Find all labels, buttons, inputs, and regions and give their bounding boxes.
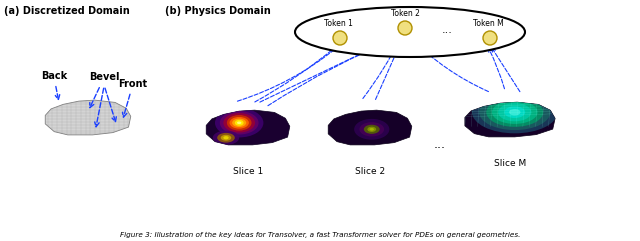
Circle shape: [483, 31, 497, 45]
Ellipse shape: [486, 98, 543, 127]
Text: Figure 3: Illustration of the key ideas for Transolver, a fast Transformer solve: Figure 3: Illustration of the key ideas …: [120, 232, 520, 238]
Polygon shape: [45, 100, 131, 135]
Ellipse shape: [509, 109, 520, 115]
Ellipse shape: [367, 127, 376, 132]
Ellipse shape: [472, 91, 557, 133]
Text: Token 1: Token 1: [324, 19, 353, 28]
Ellipse shape: [223, 113, 255, 133]
Text: Bevel: Bevel: [89, 72, 120, 107]
Ellipse shape: [237, 121, 241, 124]
Text: ...: ...: [442, 25, 453, 35]
Ellipse shape: [215, 108, 264, 137]
Text: Slice 2: Slice 2: [355, 167, 385, 176]
Ellipse shape: [220, 111, 259, 134]
Ellipse shape: [504, 106, 525, 118]
Text: Slice M: Slice M: [494, 159, 526, 168]
Polygon shape: [328, 110, 412, 145]
Text: Front: Front: [118, 79, 148, 117]
Ellipse shape: [354, 119, 389, 140]
Ellipse shape: [212, 131, 239, 145]
Circle shape: [333, 31, 347, 45]
Text: Token M: Token M: [472, 19, 504, 28]
Ellipse shape: [221, 135, 231, 141]
Text: ...: ...: [434, 139, 446, 152]
Ellipse shape: [498, 103, 531, 121]
Ellipse shape: [223, 136, 228, 139]
Ellipse shape: [217, 133, 235, 143]
Ellipse shape: [360, 122, 384, 136]
Ellipse shape: [492, 100, 538, 124]
Ellipse shape: [235, 120, 244, 126]
Polygon shape: [465, 102, 555, 137]
Ellipse shape: [227, 115, 252, 131]
Text: Back: Back: [41, 71, 67, 100]
Text: Token 2: Token 2: [390, 9, 419, 18]
Text: (a) Discretized Domain: (a) Discretized Domain: [4, 6, 130, 16]
Text: Slice 1: Slice 1: [233, 167, 263, 176]
Circle shape: [398, 21, 412, 35]
Ellipse shape: [230, 117, 249, 129]
Text: (b) Physics Domain: (b) Physics Domain: [165, 6, 271, 16]
Ellipse shape: [479, 94, 550, 130]
Ellipse shape: [364, 125, 380, 134]
Ellipse shape: [369, 128, 374, 131]
Polygon shape: [206, 110, 290, 145]
Ellipse shape: [232, 119, 246, 127]
Ellipse shape: [295, 7, 525, 57]
